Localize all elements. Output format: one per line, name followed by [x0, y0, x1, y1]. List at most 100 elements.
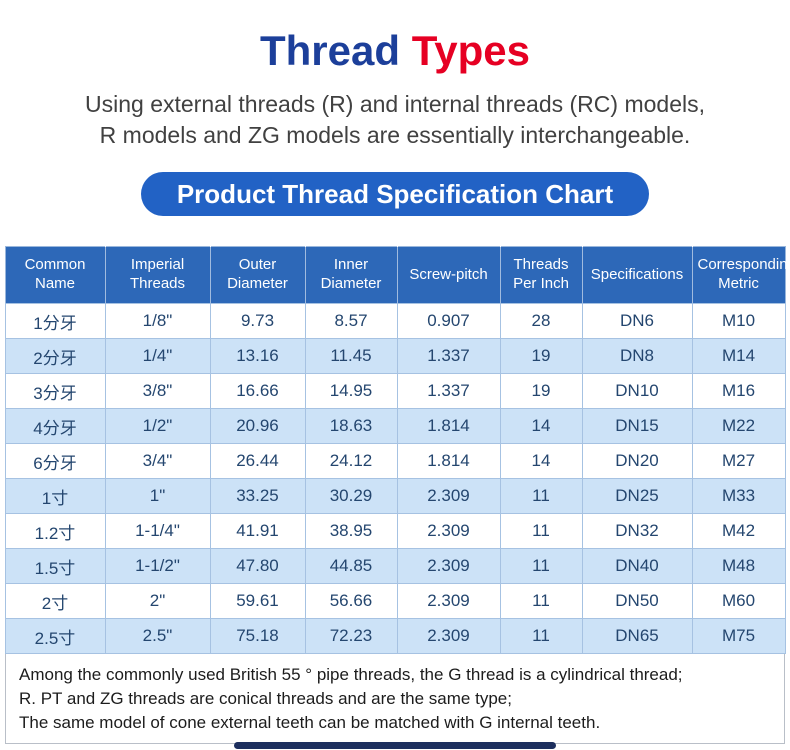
table-cell: 2分牙	[4, 338, 106, 374]
column-header: Common Name	[5, 246, 105, 304]
table-cell: 14	[499, 443, 583, 479]
table-cell: DN25	[581, 478, 693, 514]
table-cell: DN10	[581, 373, 693, 409]
table-row: 4分牙 1/2" 20.96 18.63 1.814 14 DN15 M22	[4, 408, 786, 444]
table-cell: M14	[691, 338, 786, 374]
table-cell: 6分牙	[4, 443, 106, 479]
column-header: Specifications	[581, 246, 692, 304]
table-cell: 1/2"	[104, 408, 211, 444]
table-cell: 8.57	[304, 303, 398, 339]
table-cell: 28	[499, 303, 583, 339]
table-cell: DN50	[581, 583, 693, 619]
table-cell: 14.95	[304, 373, 398, 409]
table-cell: 1.2寸	[4, 513, 106, 549]
table-cell: 11	[499, 478, 583, 514]
footnote-line-3: The same model of cone external teeth ca…	[19, 713, 601, 732]
table-cell: 16.66	[209, 373, 306, 409]
table-cell: DN40	[581, 548, 693, 584]
table-cell: 1/8"	[104, 303, 211, 339]
table-cell: 11	[499, 513, 583, 549]
table-cell: 1.814	[396, 408, 501, 444]
table-head: Common Name Imperial Threads Outer Diamete…	[5, 246, 790, 304]
table-cell: 20.96	[209, 408, 306, 444]
table-cell: 24.12	[304, 443, 398, 479]
table-cell: 44.85	[304, 548, 398, 584]
bottom-divider-bar	[234, 742, 556, 749]
table-cell: 2.5"	[104, 618, 211, 654]
table-cell: 2.309	[396, 513, 501, 549]
column-header: Outer Diameter	[209, 246, 305, 304]
section-banner: Product Thread Specification Chart	[140, 172, 650, 216]
footnote-line-2: R. PT and ZG threads are conical threads…	[19, 689, 512, 708]
table-cell: 2.309	[396, 548, 501, 584]
table-cell: 0.907	[396, 303, 501, 339]
table-cell: 2.309	[396, 618, 501, 654]
table-cell: 1-1/4"	[104, 513, 211, 549]
table-row: 1分牙 1/8" 9.73 8.57 0.907 28 DN6 M10	[4, 303, 786, 339]
footnote-line-1: Among the commonly used British 55 ° pip…	[19, 665, 683, 684]
table-cell: 11.45	[304, 338, 398, 374]
subtitle: Using external threads (R) and internal …	[0, 89, 790, 151]
table-cell: 2.5寸	[4, 618, 106, 654]
table-cell: 1寸	[4, 478, 106, 514]
table-cell: 1-1/2"	[104, 548, 211, 584]
table-cell: 3分牙	[4, 373, 106, 409]
table-body: 1分牙 1/8" 9.73 8.57 0.907 28 DN6 M10 2分牙 1/4" 13.16…	[4, 303, 786, 654]
table-cell: 33.25	[209, 478, 306, 514]
table-cell: 14	[499, 408, 583, 444]
banner-container: Product Thread Specification Chart	[0, 172, 790, 216]
table-cell: DN65	[581, 618, 693, 654]
table-cell: M75	[691, 618, 786, 654]
page-title-word-blue: Thread	[260, 27, 401, 74]
table-cell: M10	[691, 303, 786, 339]
table-cell: M22	[691, 408, 786, 444]
table-cell: 41.91	[209, 513, 306, 549]
table-cell: 56.66	[304, 583, 398, 619]
table-cell: 47.80	[209, 548, 306, 584]
table-cell: 1.5寸	[4, 548, 106, 584]
table-cell: DN6	[581, 303, 693, 339]
table-cell: 2寸	[4, 583, 106, 619]
table-cell: M16	[691, 373, 786, 409]
table-cell: 1"	[104, 478, 211, 514]
table-cell: 1分牙	[4, 303, 106, 339]
table-row: 1.5寸 1-1/2" 47.80 44.85 2.309 11 DN40 M48	[4, 548, 786, 584]
table-cell: M27	[691, 443, 786, 479]
table-cell: M33	[691, 478, 786, 514]
table-cell: 75.18	[209, 618, 306, 654]
table-cell: 13.16	[209, 338, 306, 374]
table-cell: 38.95	[304, 513, 398, 549]
column-header: Corresponding Metric	[691, 246, 790, 304]
table-row: 1.2寸 1-1/4" 41.91 38.95 2.309 11 DN32 M42	[4, 513, 786, 549]
table-cell: 11	[499, 548, 583, 584]
table-row: 3分牙 3/8" 16.66 14.95 1.337 19 DN10 M16	[4, 373, 786, 409]
column-header: Threads Per Inch	[499, 246, 582, 304]
page-title: Thread Types	[0, 27, 790, 75]
table-cell: 1/4"	[104, 338, 211, 374]
column-header: Screw-pitch	[396, 246, 500, 304]
table-cell: M42	[691, 513, 786, 549]
table-cell: 2.309	[396, 583, 501, 619]
table-cell: 72.23	[304, 618, 398, 654]
table-cell: M48	[691, 548, 786, 584]
table-cell: M60	[691, 583, 786, 619]
table-cell: 11	[499, 583, 583, 619]
table-cell: 19	[499, 338, 583, 374]
table-cell: 59.61	[209, 583, 306, 619]
table-cell: 11	[499, 618, 583, 654]
table-cell: DN20	[581, 443, 693, 479]
column-header: Inner Diameter	[304, 246, 397, 304]
table-cell: 2"	[104, 583, 211, 619]
table-row: 6分牙 3/4" 26.44 24.12 1.814 14 DN20 M27	[4, 443, 786, 479]
table-cell: 1.337	[396, 373, 501, 409]
column-header: Imperial Threads	[104, 246, 210, 304]
table-cell: 3/4"	[104, 443, 211, 479]
table-row: 2.5寸 2.5" 75.18 72.23 2.309 11 DN65 M75	[4, 618, 786, 654]
subtitle-line-1: Using external threads (R) and internal …	[85, 91, 705, 117]
table-cell: DN32	[581, 513, 693, 549]
table-cell: 3/8"	[104, 373, 211, 409]
table-row: 2寸 2" 59.61 56.66 2.309 11 DN50 M60	[4, 583, 786, 619]
table-cell: DN8	[581, 338, 693, 374]
table-cell: 9.73	[209, 303, 306, 339]
